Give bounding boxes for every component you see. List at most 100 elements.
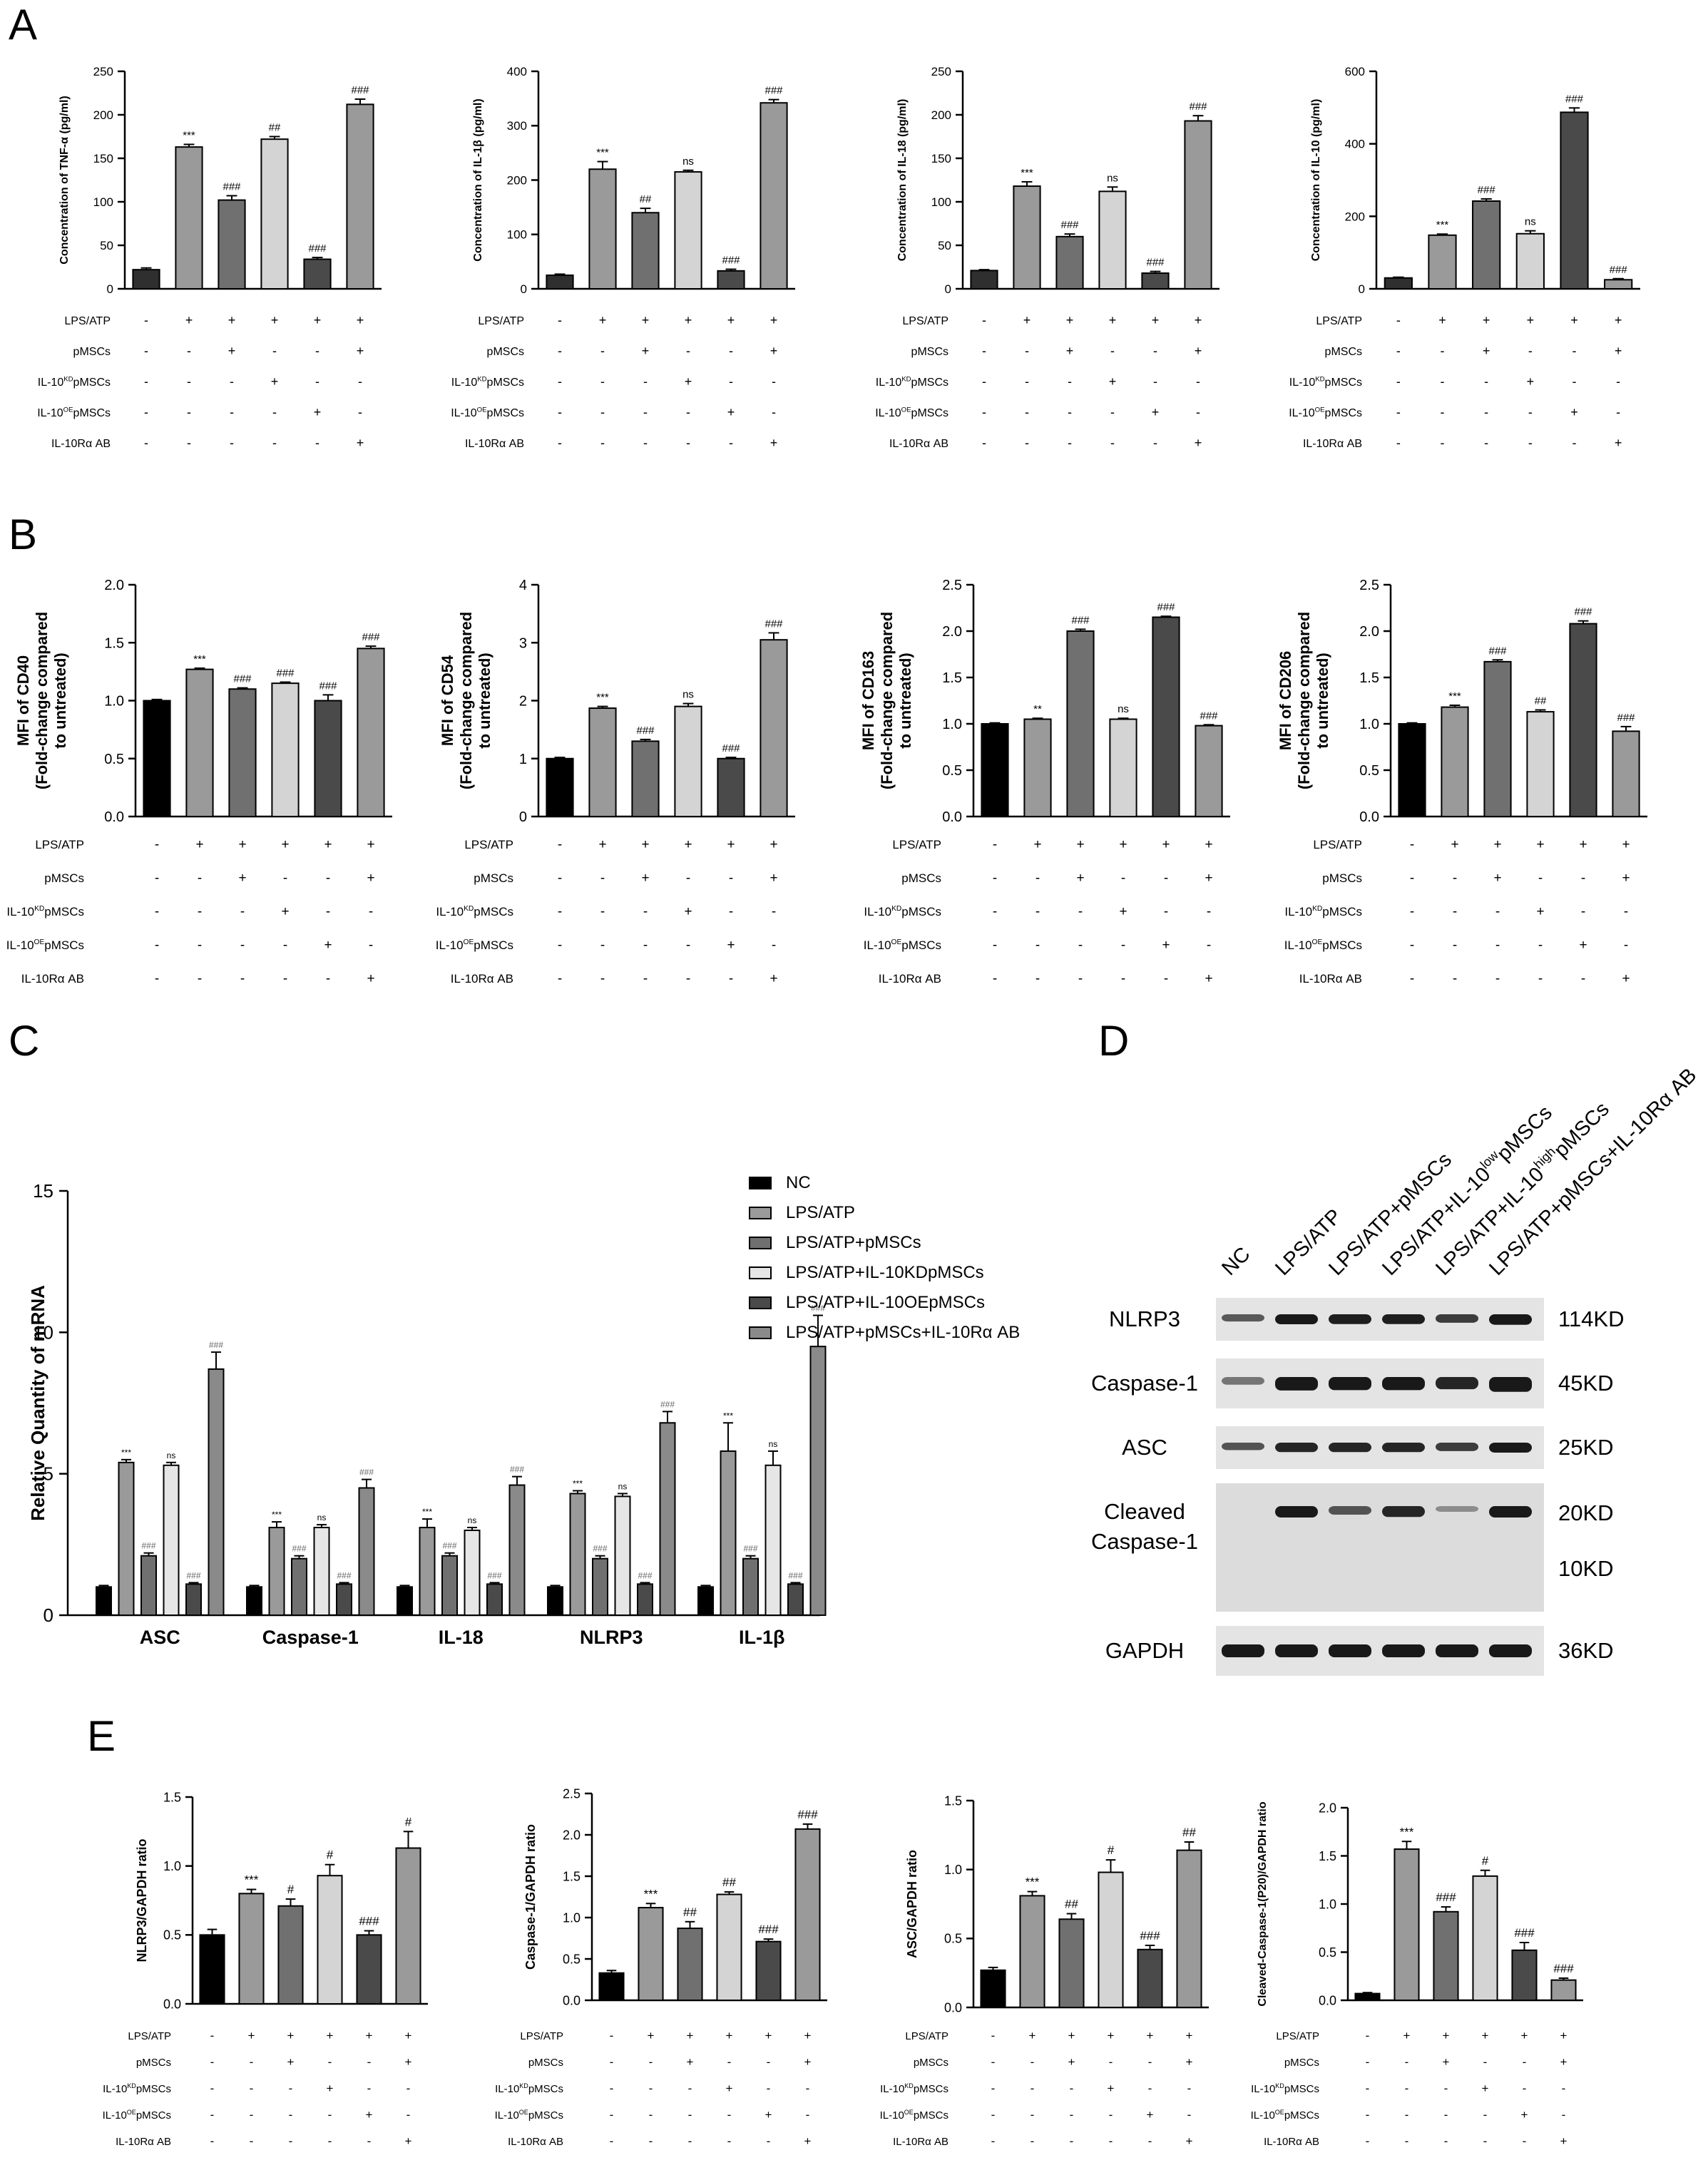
treatment-sign: - (250, 2134, 254, 2148)
treatment-sign: - (283, 871, 287, 886)
bar (588, 168, 617, 290)
treatment-sign: + (684, 837, 692, 852)
significance-label: *** (1021, 167, 1033, 179)
treatment-row-label: IL-10OEpMSCs (6, 938, 84, 952)
treatment-sign: - (1405, 2055, 1409, 2069)
treatment-sign: - (369, 904, 373, 919)
y-tick-label: 2.0 (563, 1828, 581, 1842)
treatment-sign: - (982, 405, 986, 419)
treatment-sign: + (726, 2029, 733, 2042)
blot-band (1489, 1377, 1532, 1392)
y-tick-label: 0.5 (1359, 763, 1379, 779)
treatment-sign: + (1108, 2082, 1115, 2095)
treatment-sign: + (1560, 2134, 1568, 2148)
y-axis-label: (Fold-change compared (878, 612, 896, 789)
treatment-row-label: IL-10KDpMSCs (864, 905, 941, 918)
panel-label-e: E (87, 1712, 116, 1760)
treatment-sign: - (406, 2108, 411, 2122)
treatment-sign: - (1164, 904, 1168, 919)
significance-label: ### (223, 180, 241, 193)
bar (1184, 120, 1212, 290)
chart-a1: 0 50 100 150 200 250 Concentration of TNF-α (p… (37, 65, 382, 450)
treatment-sign: - (643, 971, 648, 986)
y-tick-label: 0.5 (563, 1952, 581, 1966)
treatment-sign: + (324, 938, 332, 953)
treatment-sign: - (1196, 405, 1200, 419)
treatment-sign: - (250, 2108, 254, 2122)
protein-size-label: 45KD (1558, 1371, 1614, 1396)
treatment-sign: + (405, 2055, 412, 2069)
treatment-sign: - (1495, 938, 1500, 953)
treatment-sign: - (772, 374, 776, 389)
treatment-sign: - (1410, 971, 1414, 986)
significance-label: ### (292, 1544, 306, 1554)
treatment-row-label: IL-10OEpMSCs (880, 2109, 948, 2122)
treatment-row-label: LPS/ATP (520, 2030, 563, 2042)
treatment-sign: + (1615, 344, 1622, 358)
significance-label: ### (487, 1570, 501, 1580)
treatment-sign: - (1031, 2055, 1035, 2069)
treatment-sign: - (326, 904, 330, 919)
treatment-sign: + (1615, 313, 1622, 327)
treatment-sign: - (230, 374, 234, 389)
treatment-sign: + (1195, 344, 1202, 358)
bar (638, 1907, 664, 2001)
bar (1433, 1910, 1459, 2001)
bar (1195, 725, 1223, 818)
bar (598, 1972, 625, 2001)
y-tick-label: 1.0 (563, 1910, 581, 1925)
bar (1066, 630, 1095, 817)
bar (760, 102, 788, 290)
y-tick-label: 1.5 (1319, 1849, 1336, 1863)
treatment-sign: + (1162, 938, 1170, 953)
protein-label: Caspase-1 (1091, 1529, 1198, 1554)
treatment-sign: - (358, 405, 362, 419)
bar (1384, 277, 1413, 290)
y-tick-label: 0.5 (942, 763, 962, 779)
treatment-sign: + (1527, 374, 1535, 389)
y-axis-label: (Fold-change compared (457, 612, 475, 789)
y-tick-label: 50 (938, 239, 951, 252)
treatment-sign: + (238, 837, 246, 852)
treatment-sign: - (993, 904, 997, 919)
treatment-sign: + (770, 436, 778, 450)
protein-size-label: 10KD (1558, 1556, 1614, 1581)
significance-label: *** (644, 1887, 658, 1900)
y-tick-label: 2.5 (942, 578, 962, 593)
y-tick-label: 1.5 (163, 1790, 181, 1804)
treatment-sign: + (1493, 837, 1501, 852)
treatment-sign: + (804, 2134, 812, 2148)
bar (717, 270, 745, 290)
significance-label: ### (1553, 1962, 1574, 1975)
treatment-sign: - (1523, 2082, 1527, 2095)
y-tick-label: 0.0 (944, 2000, 962, 2015)
treatment-sign: + (1622, 837, 1630, 852)
treatment-sign: - (1410, 904, 1414, 919)
treatment-sign: - (1070, 2134, 1074, 2148)
y-tick-label: 0 (521, 282, 527, 296)
treatment-sign: - (1031, 2082, 1035, 2095)
bar (357, 648, 385, 817)
treatment-sign: - (155, 904, 159, 919)
treatment-row-label: IL-10KDpMSCs (876, 376, 948, 389)
bar (1472, 200, 1501, 290)
y-tick-label: 2 (519, 694, 527, 710)
significance-label: # (287, 1883, 295, 1896)
treatment-sign: + (1109, 313, 1117, 327)
y-tick-label: 150 (93, 152, 113, 165)
treatment-sign: - (649, 2134, 653, 2148)
treatment-sign: + (1152, 313, 1160, 327)
treatment-sign: - (610, 2134, 614, 2148)
treatment-sign: - (1207, 904, 1211, 919)
treatment-sign: - (315, 344, 319, 358)
treatment-row-label: IL-10Rα AB (451, 972, 513, 986)
treatment-sign: - (1483, 2055, 1488, 2069)
treatment-row-label: IL-10KDpMSCs (495, 2082, 563, 2095)
treatment-sign: - (1109, 2134, 1113, 2148)
treatment-sign: + (1443, 2055, 1450, 2069)
legend-label: LPS/ATP (786, 1203, 855, 1222)
treatment-sign: - (1366, 2082, 1370, 2095)
treatment-sign: - (1528, 344, 1533, 358)
treatment-sign: - (649, 2055, 653, 2069)
treatment-sign: + (367, 971, 374, 986)
